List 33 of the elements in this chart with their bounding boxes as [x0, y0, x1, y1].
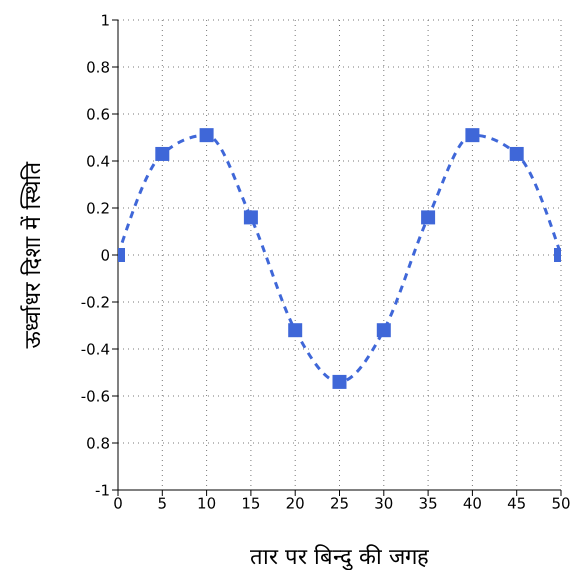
x-tick-label: 50: [551, 494, 571, 513]
y-tick-label: 0.4: [86, 152, 110, 170]
x-tick-label: 30: [374, 494, 394, 513]
y-tick-label: -0.2: [80, 293, 110, 312]
x-tick-label: 35: [418, 494, 438, 513]
x-tick-label: 5: [158, 494, 168, 513]
point: [376, 323, 391, 338]
point: [465, 128, 480, 142]
point: [200, 128, 214, 142]
y-tick-label: 0.6: [86, 105, 110, 124]
point: [421, 210, 436, 224]
y-tick-label: -0.6: [80, 387, 110, 406]
x-tick-label: 25: [330, 494, 350, 513]
x-tick-label: 0: [113, 494, 123, 513]
point: [510, 146, 524, 161]
y-tick-label: 0.8: [86, 434, 110, 452]
x-axis-title: तार पर बिन्दु की जगह: [250, 544, 429, 571]
point: [244, 210, 258, 224]
point: [288, 323, 302, 338]
y-tick-label: 0: [100, 246, 110, 264]
x-tick-label: 10: [197, 494, 216, 513]
x-tick-label: 15: [241, 494, 260, 513]
x-tick-label: 20: [286, 494, 305, 513]
y-tick-label: -0.4: [80, 340, 110, 358]
y-tick-label: 0.8: [86, 58, 110, 76]
y-tick-label: 0.2: [86, 199, 110, 218]
point: [332, 374, 346, 389]
x-tick-label: 45: [507, 494, 526, 513]
point: [155, 146, 170, 161]
y-tick-label: -1: [95, 481, 110, 500]
x-tick-label: 40: [462, 494, 482, 513]
y-axis-title: ऊर्ध्वाधर दिशा में स्थिति: [20, 162, 46, 348]
y-tick-label: 1: [100, 11, 110, 30]
